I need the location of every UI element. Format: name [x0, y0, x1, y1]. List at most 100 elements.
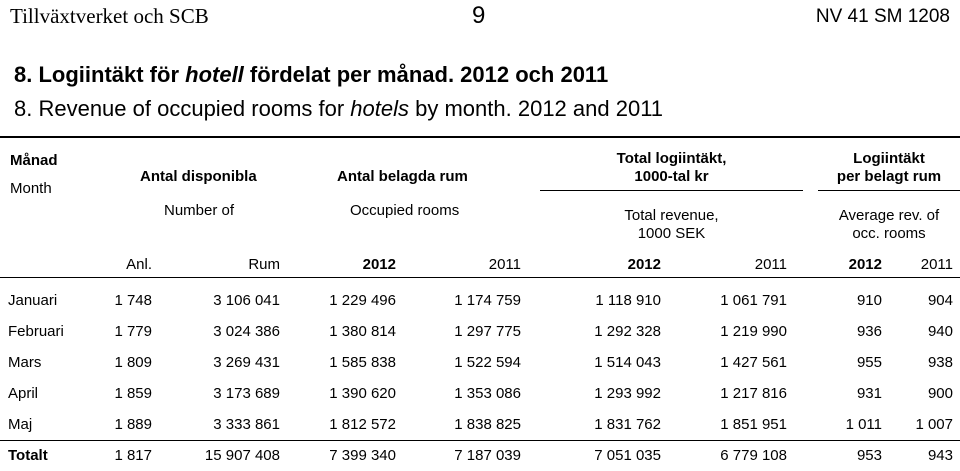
header-avg-revenue-en-1: Average rev. of	[838, 207, 940, 224]
cell-rev2012: 1 293 992	[594, 385, 661, 402]
cell-occ2012: 7 399 340	[329, 447, 396, 464]
cell-rev2011: 6 779 108	[720, 447, 787, 464]
cell-occ2012: 1 229 496	[329, 292, 396, 309]
header-month-en: Month	[10, 180, 52, 197]
title-sv-prefix: 8. Logiintäkt för	[14, 62, 186, 87]
table-row: Mars 1 809 3 269 431 1 585 838 1 522 594 1 51…	[0, 347, 960, 378]
cell-avg2012: 910	[856, 292, 882, 309]
cell-avg2011: 940	[927, 323, 953, 340]
cell-occ2011: 1 174 759	[454, 292, 521, 309]
cell-occ2011: 1 838 825	[454, 416, 521, 433]
cell-occ2012: 1 390 620	[329, 385, 396, 402]
title-en-suffix: by month. 2012 and 2011	[409, 96, 664, 121]
header-avg-revenue-sv-2: per belagt rum	[836, 168, 942, 185]
cell-anl: 1 817	[114, 447, 152, 464]
header-total-revenue-rule	[540, 190, 803, 191]
table-row: Februari 1 779 3 024 386 1 380 814 1 297 775…	[0, 316, 960, 347]
cell-avg2011: 938	[927, 354, 953, 371]
row-month: Mars	[8, 354, 42, 371]
subheader-occ-2011: 2011	[488, 256, 521, 273]
row-pad	[953, 285, 960, 316]
cell-rev2011: 1 061 791	[720, 292, 787, 309]
cell-occ2011: 1 353 086	[454, 385, 521, 402]
header-avg-revenue-rule	[818, 190, 960, 191]
cell-avg2012: 953	[856, 447, 882, 464]
cell-anl: 1 889	[114, 416, 152, 433]
row-month: Januari	[8, 292, 58, 309]
header-available-sv: Antal disponibla	[140, 168, 257, 185]
title-sv-suffix: fördelat per månad. 2012 och 2011	[243, 62, 609, 87]
cell-rev2012: 7 051 035	[594, 447, 661, 464]
subheader-rev-2012: 2012	[627, 256, 661, 273]
cell-rev2012: 1 292 328	[594, 323, 661, 340]
header-total-revenue-en-1: Total revenue,	[624, 207, 719, 224]
cell-occ2011: 7 187 039	[454, 447, 521, 464]
cell-anl: 1 809	[114, 354, 152, 371]
cell-rum: 3 173 689	[213, 385, 280, 402]
table-title-sv: 8. Logiintäkt för hotell fördelat per må…	[14, 62, 608, 88]
cell-rum: 3 269 431	[213, 354, 280, 371]
data-table: Januari 1 748 3 106 041 1 229 496 1 174 759 1…	[0, 285, 960, 471]
subheader-anl: Anl.	[126, 256, 152, 273]
cell-avg2011: 1 007	[915, 416, 953, 433]
row-pad	[953, 316, 960, 347]
subheader-avg-2012: 2012	[848, 256, 882, 273]
cell-occ2011: 1 522 594	[454, 354, 521, 371]
cell-anl: 1 748	[114, 292, 152, 309]
cell-occ2012: 1 380 814	[329, 323, 396, 340]
header-total-revenue-en-2: 1000 SEK	[637, 225, 706, 242]
header-month-sv: Månad	[10, 152, 58, 169]
title-sv-italic: hotell	[185, 62, 244, 87]
cell-rum: 3 024 386	[213, 323, 280, 340]
table-title-en: 8. Revenue of occupied rooms for hotels …	[14, 96, 663, 122]
cell-avg2011: 900	[927, 385, 953, 402]
page-header: Tillväxtverket och SCB 9 NV 41 SM 1208	[0, 2, 960, 32]
subheader-rum: Rum	[248, 256, 280, 273]
cell-anl: 1 779	[114, 323, 152, 340]
header-occupied-sv: Antal belagda rum	[337, 168, 468, 185]
header-avg-revenue-en-2: occ. rooms	[852, 225, 926, 242]
header-total-revenue-sv-1: Total logiintäkt,	[616, 150, 727, 167]
cell-avg2012: 931	[856, 385, 882, 402]
cell-rum: 15 907 408	[204, 447, 280, 464]
cell-avg2012: 1 011	[845, 416, 882, 433]
cell-rum: 3 333 861	[213, 416, 280, 433]
header-avg-revenue-sv-1: Logiintäkt	[853, 150, 925, 167]
table-row: April 1 859 3 173 689 1 390 620 1 353 086 1 2…	[0, 378, 960, 409]
row-month: Februari	[8, 323, 64, 340]
table-row: Januari 1 748 3 106 041 1 229 496 1 174 759 1…	[0, 285, 960, 316]
cell-rev2011: 1 219 990	[720, 323, 787, 340]
table-row: Totalt 1 817 15 907 408 7 399 340 7 187 039 7…	[0, 440, 960, 471]
table-top-rule	[0, 136, 960, 138]
cell-avg2011: 904	[927, 292, 953, 309]
cell-rev2011: 1 851 951	[720, 416, 787, 433]
cell-rev2012: 1 514 043	[594, 354, 661, 371]
row-month: Totalt	[8, 447, 48, 464]
row-pad	[953, 378, 960, 409]
page-number: 9	[472, 2, 486, 29]
cell-occ2012: 1 585 838	[329, 354, 396, 371]
title-en-italic: hotels	[350, 96, 410, 121]
cell-rev2012: 1 118 910	[595, 292, 661, 309]
header-occupied-en: Occupied rooms	[350, 202, 460, 219]
title-en-prefix: 8. Revenue of occupied rooms for	[14, 96, 351, 121]
row-pad	[953, 409, 960, 440]
subheader-avg-2011: 2011	[920, 256, 953, 273]
cell-rev2011: 1 427 561	[720, 354, 787, 371]
cell-rev2012: 1 831 762	[594, 416, 661, 433]
subheader-occ-2012: 2012	[362, 256, 396, 273]
header-available-en: Number of	[164, 202, 235, 219]
cell-avg2011: 943	[927, 447, 953, 464]
table-bottom-rule	[0, 440, 960, 441]
cell-occ2012: 1 812 572	[329, 416, 396, 433]
row-pad	[953, 440, 960, 471]
publisher-label: Tillväxtverket och SCB	[10, 4, 209, 28]
report-code: NV 41 SM 1208	[815, 6, 950, 27]
header-bottom-rule	[0, 277, 960, 278]
cell-rev2011: 1 217 816	[720, 385, 787, 402]
header-total-revenue-sv-2: 1000-tal kr	[634, 168, 709, 185]
cell-rum: 3 106 041	[213, 292, 280, 309]
table-row: Maj 1 889 3 333 861 1 812 572 1 838 825 1 831…	[0, 409, 960, 440]
cell-avg2012: 955	[856, 354, 882, 371]
cell-avg2012: 936	[856, 323, 882, 340]
